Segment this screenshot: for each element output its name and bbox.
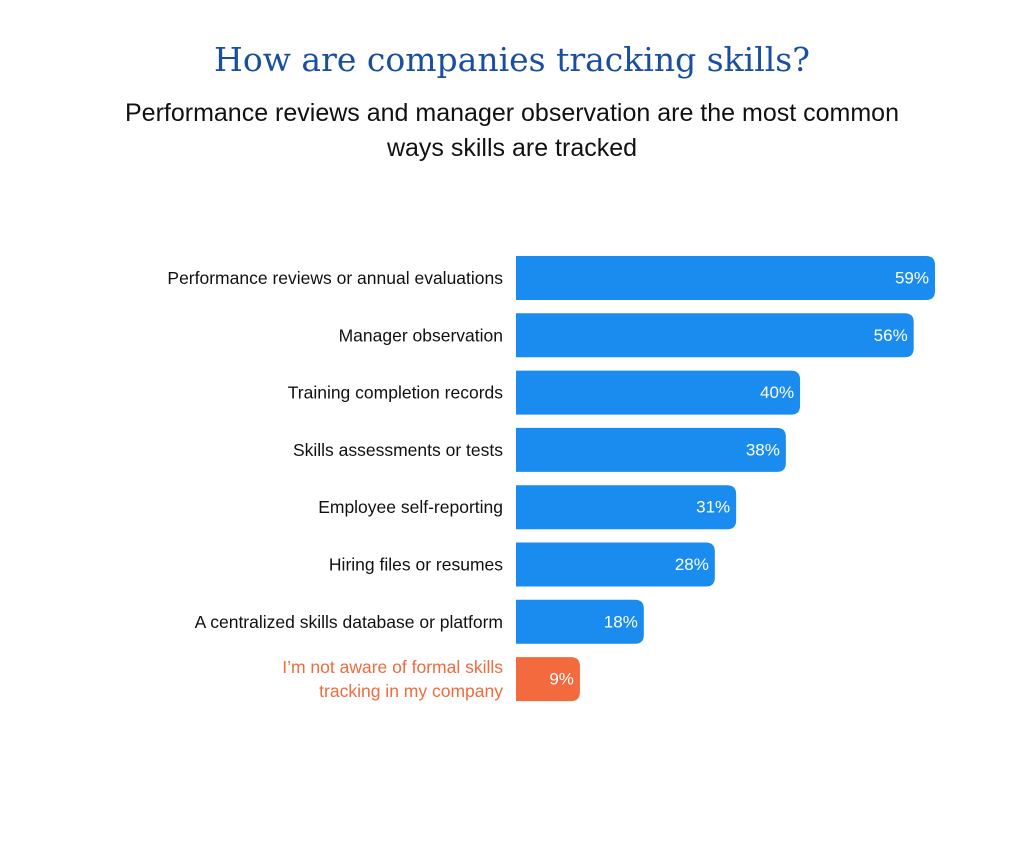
bar-value-label: 59% (895, 269, 929, 288)
bar (516, 427, 786, 472)
bar-value-label: 18% (604, 612, 638, 631)
bar-value-label: 28% (675, 555, 709, 574)
bar-value-label: 56% (874, 326, 908, 345)
category-label: tracking in my company (319, 681, 503, 701)
chart-title: How are companies tracking skills? (214, 40, 810, 79)
category-label: Manager observation (339, 325, 503, 345)
category-label: A centralized skills database or platfor… (195, 612, 503, 632)
category-label: Skills assessments or tests (293, 440, 503, 460)
bar (516, 599, 644, 644)
bar (516, 370, 801, 415)
bar (516, 657, 580, 702)
category-label: Employee self-reporting (318, 497, 503, 517)
bar (516, 256, 935, 300)
category-label: I’m not aware of formal skills (282, 657, 503, 677)
category-label: Training completion records (288, 383, 504, 403)
bar (516, 313, 914, 358)
bar-value-label: 40% (760, 383, 794, 402)
category-label: Hiring files or resumes (329, 555, 503, 575)
bar-value-label: 9% (549, 670, 574, 689)
bar (516, 542, 715, 587)
bar-value-label: 38% (746, 440, 780, 459)
bar (516, 485, 737, 530)
category-label: Performance reviews or annual evaluation… (167, 268, 503, 288)
chart-subtitle: Performance reviews and manager observat… (125, 99, 899, 162)
bar-value-label: 31% (696, 498, 730, 517)
